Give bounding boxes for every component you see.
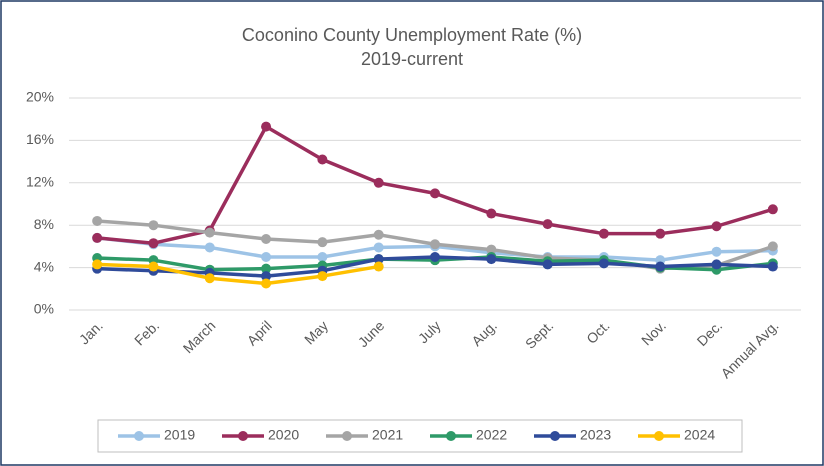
y-tick-label: 20% [26, 89, 54, 105]
legend-marker [654, 431, 664, 441]
data-point [598, 228, 609, 239]
data-point [261, 263, 272, 274]
data-point [767, 241, 778, 252]
data-point [261, 252, 272, 262]
legend-label: 2021 [372, 427, 403, 443]
data-point [373, 261, 384, 272]
data-point [92, 232, 103, 243]
data-point [486, 244, 497, 255]
data-point [430, 239, 440, 250]
data-point [148, 261, 159, 272]
data-point [92, 215, 103, 226]
legend-marker [446, 431, 456, 441]
data-point [373, 242, 384, 253]
data-point [655, 261, 666, 272]
legend-marker [550, 431, 560, 441]
data-point [711, 221, 722, 232]
data-point [317, 252, 328, 262]
data-point [204, 227, 215, 238]
data-point [430, 252, 440, 262]
chart-title: Coconino County Unemployment Rate (%) [242, 25, 582, 45]
data-point [373, 229, 384, 240]
y-tick-label: 16% [26, 131, 54, 147]
data-point [373, 177, 384, 188]
legend-label: 2019 [164, 427, 195, 443]
data-point [261, 233, 272, 244]
legend-label: 2023 [580, 427, 611, 443]
legend-box [97, 419, 743, 453]
legend-label: 2020 [268, 427, 299, 443]
data-point [261, 271, 272, 282]
y-tick-label: 0% [34, 301, 54, 317]
data-point [598, 258, 609, 269]
data-point [711, 246, 722, 257]
data-point [542, 259, 553, 270]
data-point [542, 219, 553, 230]
data-point [148, 220, 159, 231]
data-point [655, 228, 666, 239]
legend-marker [134, 431, 144, 441]
legend-marker [238, 431, 248, 441]
data-point [486, 208, 497, 219]
data-point [317, 271, 328, 282]
data-point [317, 154, 328, 165]
chart-subtitle: 2019-current [361, 49, 463, 69]
data-point [486, 254, 497, 265]
data-point [148, 238, 159, 249]
data-point [261, 278, 272, 289]
data-point [261, 121, 272, 132]
y-tick-label: 12% [26, 174, 54, 190]
series-line [97, 262, 379, 286]
data-point [204, 242, 215, 253]
data-point [204, 273, 215, 284]
data-point [767, 204, 778, 215]
y-tick-label: 8% [34, 216, 54, 232]
legend-marker [342, 431, 352, 441]
data-point [317, 237, 328, 248]
data-point [373, 254, 384, 265]
y-tick-label: 4% [34, 258, 54, 274]
data-point [767, 261, 778, 272]
legend-label: 2024 [684, 427, 715, 443]
data-point [430, 188, 440, 199]
legend-label: 2022 [476, 427, 507, 443]
data-point [711, 259, 722, 270]
data-point [92, 259, 103, 270]
